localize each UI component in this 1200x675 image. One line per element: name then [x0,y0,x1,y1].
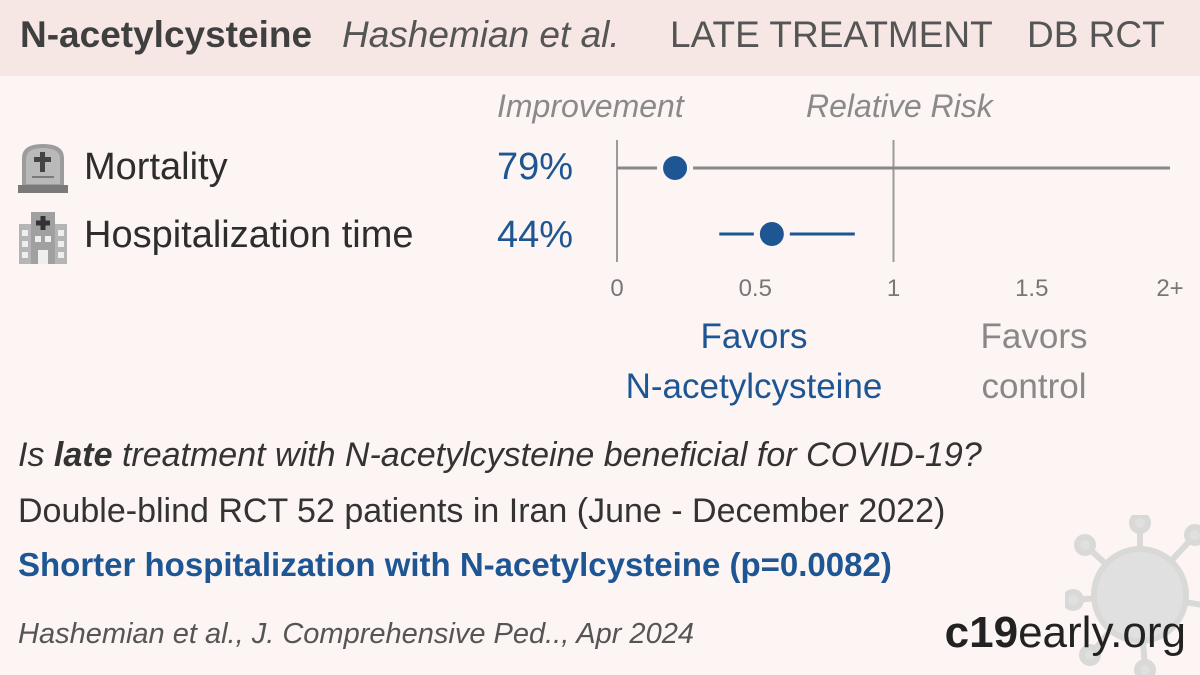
forest-plot: 0 0.5 1 1.5 2+ [610,140,1184,302]
study-description: Double-blind RCT 52 patients in Iran (Ju… [18,492,946,530]
favors-control-label: Favors control [934,312,1134,412]
tombstone-icon [18,144,68,193]
favors-treatment-label: Favors N-acetylcysteine [604,312,904,412]
study-design: DB RCT [1027,14,1165,55]
x-tick-label: 2+ [1156,275,1183,302]
point-estimate [663,156,688,180]
point-estimate [759,222,784,246]
question-suffix: treatment with N-acetylcysteine benefici… [112,436,982,474]
treatment-stage: LATE TREATMENT [670,14,993,55]
virus-icon [1065,515,1200,675]
improvement-mortality: 79% [497,146,574,188]
study-authors: Hashemian et al. [342,14,620,55]
improvement-hospitalization: 44% [497,214,574,256]
relative-risk-column-header: Relative Risk [806,88,993,124]
favors-control-line-2: control [981,367,1087,406]
x-tick-label: 1 [887,275,900,302]
outcome-label-hospitalization: Hospitalization time [84,214,414,256]
drug-name: N-acetylcysteine [20,14,313,55]
question-emphasis: late [53,436,113,474]
improvement-column-header: Improvement [497,88,684,124]
hospital-icon [19,212,67,264]
favors-control-line-1: Favors [980,317,1088,356]
favors-treatment-line-2: N-acetylcysteine [625,367,883,406]
x-tick-label: 0 [610,275,623,302]
x-tick-label: 0.5 [739,275,772,302]
favors-treatment-line-1: Favors [700,317,808,356]
question-prefix: Is [18,436,54,474]
summary-question: Is late treatment with N-acetylcysteine … [18,436,982,475]
x-tick-label: 1.5 [1015,275,1048,302]
outcome-label-mortality: Mortality [84,146,228,188]
header-bar: N-acetylcysteine Hashemian et al. LATE T… [0,0,1200,76]
brand-bold: c19 [944,608,1019,657]
brand-logo: c19early.org [945,608,1186,658]
brand-rest: early.org [1018,608,1186,657]
study-conclusion: Shorter hospitalization with N-acetylcys… [18,546,892,583]
citation: Hashemian et al., J. Comprehensive Ped..… [18,618,694,650]
